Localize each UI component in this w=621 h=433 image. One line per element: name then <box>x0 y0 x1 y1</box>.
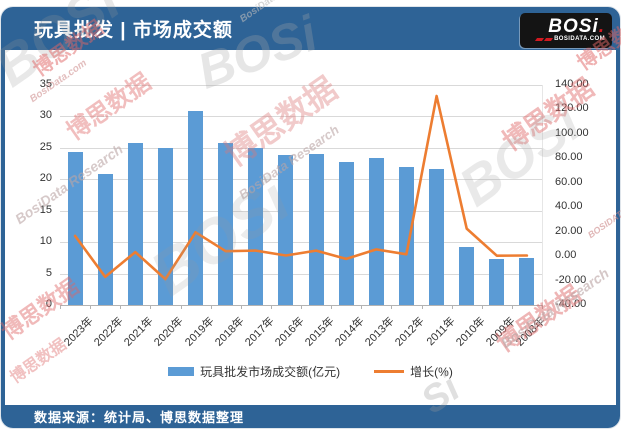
y-axis-left-tick-label: 0 <box>45 298 52 310</box>
x-axis-label: 2008年 <box>513 315 548 349</box>
bar <box>459 246 475 305</box>
y-axis-right-tick-label: 40.00 <box>555 200 583 213</box>
header-bar: 玩具批发 | 市场成交额 BOSi. BOSIDATA.COM <box>1 7 620 50</box>
y-axis-right-tick-label: 60.00 <box>555 175 583 188</box>
gridline <box>60 85 542 86</box>
gridline <box>60 242 542 244</box>
y-axis-left-tick-label: 20 <box>39 172 52 185</box>
x-axis-tick <box>542 305 543 309</box>
bar <box>248 147 264 305</box>
x-axis-tick <box>451 305 453 309</box>
logo-wordmark: BOSi. <box>548 16 605 37</box>
y-axis-left-tick-label: 35 <box>39 78 52 90</box>
y-axis-right-tick-label: 20.00 <box>555 224 583 237</box>
logo-stripe-icon <box>544 37 554 41</box>
x-axis-tick <box>240 305 242 309</box>
logo-domain: BOSIDATA.COM <box>554 36 605 42</box>
x-axis-tick <box>511 305 513 309</box>
x-axis-label: 2012年 <box>393 315 428 349</box>
y-axis-right-tick-label: 120.00 <box>555 102 589 115</box>
y-axis-left-tick-label: 25 <box>39 140 52 153</box>
legend-line-label: 增长(%) <box>410 365 453 379</box>
x-axis-label: 2020年 <box>152 315 187 349</box>
y-axis-right-tick-label: 80.00 <box>555 151 583 164</box>
x-axis-label: 2017年 <box>242 315 277 349</box>
x-axis-label: 2010年 <box>453 315 488 349</box>
x-axis-tick <box>120 305 122 309</box>
x-axis-tick <box>90 305 92 309</box>
footer-bar: 数据来源：统计局、博思数据整理 <box>1 405 620 428</box>
gridline <box>60 210 542 212</box>
gridline <box>60 273 542 275</box>
y-axis-left-tick-label: 10 <box>39 235 52 248</box>
x-axis-label: 2023年 <box>62 315 96 349</box>
x-axis-tick <box>391 305 393 309</box>
growth-line-series <box>73 94 529 281</box>
bar <box>308 154 324 305</box>
growth-line <box>73 94 529 281</box>
legend-bar-label: 玩具批发市场成交额(亿元) <box>200 365 341 379</box>
logo-domain-row: BOSIDATA.COM <box>535 36 605 42</box>
bar <box>67 151 83 305</box>
legend-bar-swatch-icon <box>168 367 195 376</box>
bar <box>398 166 414 305</box>
x-axis-label: 2018年 <box>212 315 247 349</box>
y-axis-left-tick-label: 15 <box>39 203 52 216</box>
chart-body: 0 5 10 15 20 25 30 35 140.00 120.00 100.00 80.00 60.… <box>1 50 620 405</box>
y-axis-right-tick-label: 140.00 <box>555 78 589 90</box>
data-source-text: 数据来源：统计局、博思数据整理 <box>34 410 245 425</box>
x-axis-tick <box>210 305 212 309</box>
report-card: 玩具批发 | 市场成交额 BOSi. BOSIDATA.COM 0 5 10 15 20… <box>1 7 620 428</box>
bar <box>188 111 204 305</box>
bar <box>489 259 505 305</box>
x-axis-label: 2019年 <box>182 315 217 349</box>
x-axis-label: 2011年 <box>424 315 458 349</box>
x-axis-tick <box>60 305 61 309</box>
bosi-logo: BOSi. BOSIDATA.COM <box>520 13 612 48</box>
logo-text: BOSi <box>548 16 599 37</box>
legend-item-line: 增长(%) <box>374 363 453 380</box>
y-axis-left-tick-label: 5 <box>45 266 52 279</box>
bar <box>218 142 234 305</box>
x-axis-tick <box>361 305 363 309</box>
bar <box>157 147 173 305</box>
bar <box>368 157 384 305</box>
y-axis-right-tick-label: -20.00 <box>555 273 587 286</box>
x-axis-tick <box>481 305 483 309</box>
legend-item-bars: 玩具批发市场成交额(亿元) <box>168 363 340 380</box>
plot-right-border <box>542 85 543 305</box>
gridline <box>60 147 542 149</box>
x-axis-tick <box>270 305 272 309</box>
x-axis-label: 2022年 <box>92 315 126 349</box>
bar <box>127 142 143 305</box>
legend: 玩具批发市场成交额(亿元) 增长(%) <box>5 363 616 380</box>
y-axis-right-tick-label: -40.00 <box>555 298 587 310</box>
gridline <box>60 116 542 118</box>
x-axis-label: 2009年 <box>483 315 518 349</box>
bar <box>338 161 354 305</box>
bar <box>278 155 294 305</box>
y-axis-right-tick-label: 100.00 <box>555 126 589 139</box>
x-axis-tick <box>150 305 152 309</box>
logo-stripe-icon <box>535 37 545 41</box>
x-axis-tick <box>331 305 333 309</box>
x-axis-label: 2013年 <box>363 315 397 349</box>
x-axis-label: 2016年 <box>272 315 307 349</box>
x-axis-tick <box>180 305 182 309</box>
x-axis-tick <box>301 305 302 309</box>
page-title: 玩具批发 | 市场成交额 <box>34 20 233 41</box>
legend-line-swatch-icon <box>374 370 405 373</box>
x-axis-label: 2015年 <box>303 315 337 349</box>
gridline <box>60 179 542 181</box>
x-axis-label: 2014年 <box>333 315 367 349</box>
bar <box>519 257 535 305</box>
logo-red-dot-icon: . <box>598 16 605 37</box>
y-axis-right-tick-label: 0.00 <box>555 249 577 262</box>
y-axis-left-tick-label: 30 <box>39 109 52 122</box>
plot-area: 0 5 10 15 20 25 30 35 140.00 120.00 100.00 80.00 60.… <box>40 78 589 349</box>
x-axis-label: 2021年 <box>122 315 156 349</box>
x-axis-tick <box>421 305 423 309</box>
bar <box>429 168 445 305</box>
